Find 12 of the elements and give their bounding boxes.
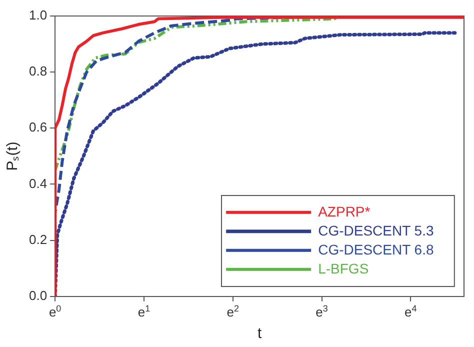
y-axis-title: Pₛ(t) [4, 142, 22, 171]
y-tick-label: 0.4 [28, 176, 48, 191]
y-tick-label: 1.0 [28, 8, 48, 23]
y-tick-label: 0.8 [28, 64, 48, 79]
y-tick-label: 0.6 [28, 120, 48, 135]
y-tick-label: 0.0 [28, 288, 48, 303]
y-tick-label: 0.2 [28, 232, 48, 247]
text: L-BFGS [318, 260, 369, 276]
text: AZPRP* [318, 203, 371, 220]
x-axis-title: t [257, 325, 262, 342]
text: CG-DESCENT 6.8 [318, 241, 434, 258]
text: CG-DESCENT 5.3 [318, 222, 434, 238]
